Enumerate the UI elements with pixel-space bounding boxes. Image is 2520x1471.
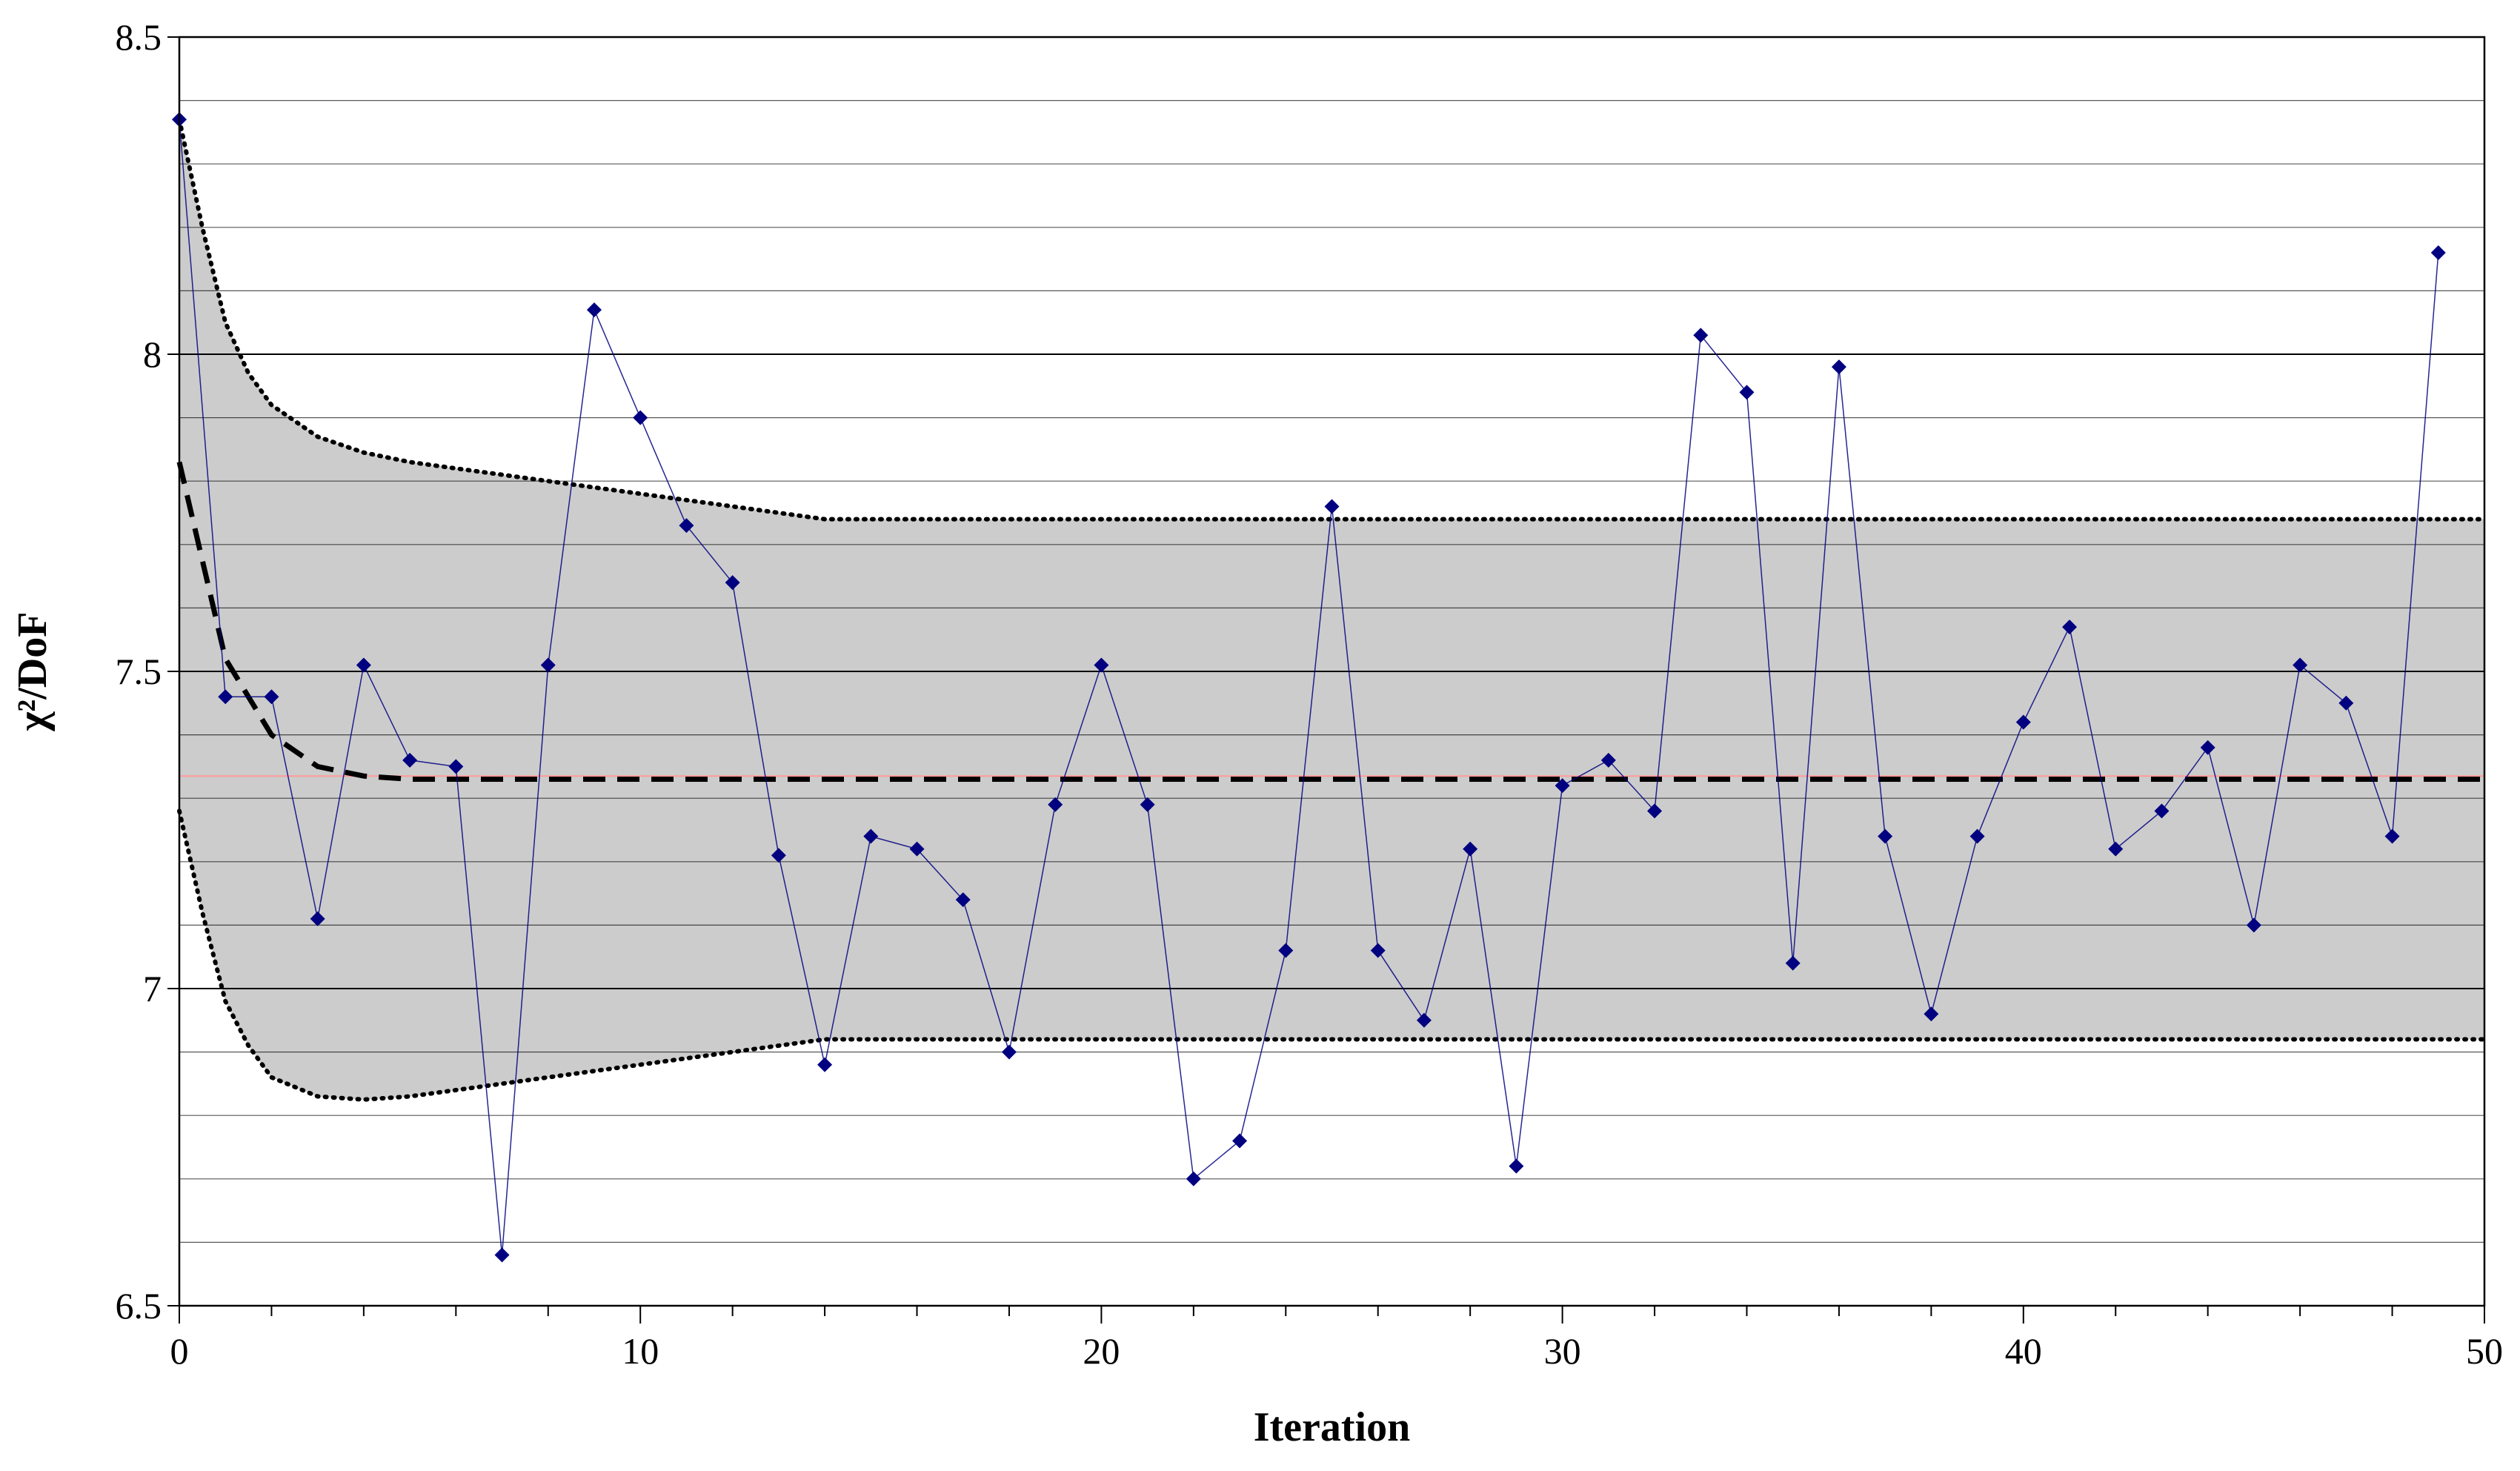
data-point — [448, 759, 464, 774]
data-point — [1693, 328, 1709, 343]
upper-bound-line — [177, 117, 2487, 522]
data-point — [540, 657, 556, 673]
data-point — [1232, 1133, 1248, 1149]
data-point — [771, 848, 786, 863]
data-point — [2062, 620, 2078, 635]
y-tick-label: 8 — [143, 333, 162, 375]
data-point — [2200, 740, 2215, 755]
data-point — [1324, 499, 1340, 514]
data-point — [1878, 829, 1893, 844]
data-point — [863, 829, 879, 844]
data-point — [725, 575, 740, 591]
data-point — [1647, 803, 1663, 819]
data-point — [310, 911, 325, 926]
y-axis-title: χ²/DoF — [10, 612, 56, 732]
x-tick-label: 10 — [622, 1330, 659, 1372]
data-point — [264, 689, 279, 705]
data-point — [633, 410, 648, 425]
data-point — [1924, 1006, 1939, 1022]
data-point — [1555, 778, 1570, 794]
axes — [167, 36, 2486, 1324]
x-tick-label: 0 — [170, 1330, 189, 1372]
data-point — [1739, 385, 1755, 400]
data-point — [2430, 245, 2446, 261]
x-tick-label: 40 — [2005, 1330, 2042, 1372]
data-point — [1785, 955, 1801, 971]
data-point — [2154, 803, 2170, 819]
y-tick-label: 8.5 — [116, 16, 162, 58]
data-point — [2384, 829, 2400, 844]
x-axis-title: Iteration — [1254, 1404, 1411, 1450]
data-point — [218, 689, 233, 705]
data-series — [172, 112, 2446, 1263]
data-point — [356, 657, 371, 673]
data-point — [1600, 752, 1616, 768]
y-tick-label: 6.5 — [116, 1285, 162, 1326]
data-point — [1463, 841, 1478, 857]
x-tick-label: 20 — [1083, 1330, 1120, 1372]
data-point — [2293, 657, 2308, 673]
data-point — [586, 302, 602, 318]
data-point — [2108, 841, 2124, 857]
x-tick-label: 50 — [2466, 1330, 2503, 1372]
data-point — [1416, 1012, 1432, 1028]
data-point — [817, 1057, 833, 1072]
tick-labels: 0 10 20 30 40 50 6.5 7 7.5 8 8.5 — [116, 16, 2504, 1372]
data-point — [1831, 359, 1846, 375]
mean-line-path — [176, 461, 2484, 782]
bound-lines — [177, 117, 2487, 1102]
data-point — [909, 841, 925, 857]
lower-bound-line — [177, 808, 2487, 1102]
data-line — [179, 119, 2439, 1255]
data-point — [494, 1247, 510, 1263]
data-point — [1969, 829, 1985, 844]
x-tick-label: 30 — [1544, 1330, 1581, 1372]
data-point — [1001, 1044, 1017, 1060]
data-point — [1094, 657, 1109, 673]
data-point — [1048, 797, 1063, 812]
data-point — [1186, 1171, 1201, 1186]
mean-line — [176, 461, 2484, 782]
data-point — [2246, 917, 2261, 933]
gridlines — [179, 36, 2484, 1306]
band-area — [179, 119, 2484, 1100]
data-point — [1140, 797, 1155, 812]
y-tick-label: 7.5 — [116, 651, 162, 692]
data-point — [955, 892, 971, 908]
data-point — [1278, 943, 1294, 958]
data-point — [2015, 714, 2031, 730]
data-point — [679, 518, 694, 534]
confidence-band — [179, 119, 2484, 1100]
data-point — [2338, 695, 2354, 711]
data-point — [1509, 1158, 1524, 1174]
y-tick-label: 7 — [143, 968, 162, 1009]
data-point — [1370, 943, 1386, 958]
data-point — [402, 752, 418, 768]
